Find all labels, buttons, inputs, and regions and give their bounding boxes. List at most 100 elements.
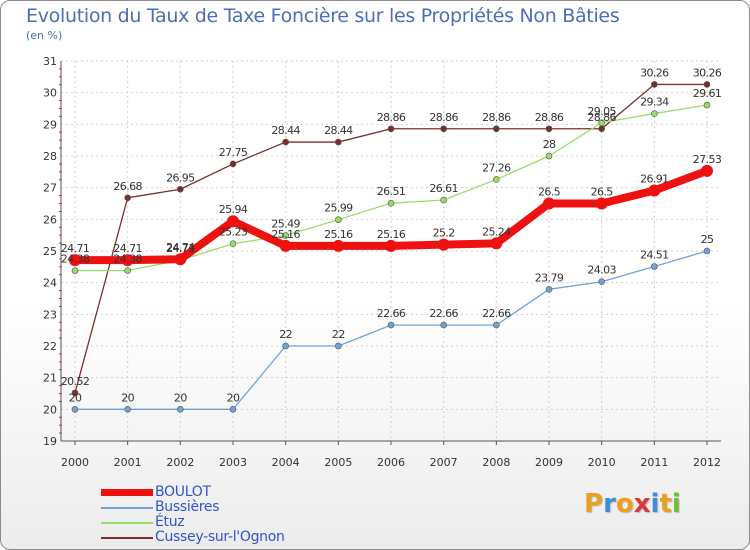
data-point-0 — [227, 215, 239, 228]
data-point-2 — [703, 101, 711, 109]
data-point-3 — [177, 185, 184, 193]
series-points — [69, 81, 713, 413]
data-label-2: 25.99 — [324, 202, 353, 215]
data-point-3 — [282, 138, 289, 146]
data-point-0 — [332, 239, 345, 252]
data-label-1: 22.66 — [429, 307, 458, 320]
data-point-2 — [545, 152, 553, 160]
data-label-3: 28.86 — [587, 111, 616, 124]
data-label-0: 26.5 — [591, 186, 614, 199]
data-point-1 — [282, 342, 289, 350]
data-point-3 — [124, 194, 131, 202]
data-point-1 — [387, 321, 395, 329]
legend-swatch-etuz — [101, 522, 153, 524]
y-tick-label: 28 — [43, 150, 57, 163]
data-label-1: 24.51 — [640, 249, 669, 262]
data-label-3: 28.86 — [535, 111, 564, 124]
y-tick-label: 27 — [43, 182, 57, 195]
y-tick-label: 19 — [43, 435, 57, 448]
x-tick-label: 2005 — [324, 456, 352, 469]
data-label-2: 25.49 — [271, 217, 300, 230]
data-label-0: 26.5 — [538, 186, 561, 199]
data-point-1 — [124, 406, 131, 413]
data-labels: 20.52 26.68 26.95 27.75 28.44 28.44 28.86 28.86… — [61, 66, 723, 404]
data-point-0 — [701, 164, 713, 177]
legend-label-boulot: BOULOT — [155, 484, 211, 500]
data-label-1: 22.66 — [482, 307, 511, 320]
data-point-1 — [703, 247, 711, 255]
legend-label-etuz: Étuz — [155, 514, 185, 530]
data-point-0 — [69, 254, 81, 267]
data-point-3 — [598, 125, 605, 133]
legend-swatch-cussey — [101, 537, 153, 539]
data-label-2: 29.34 — [640, 96, 669, 109]
data-label-2: 27.26 — [482, 161, 511, 174]
data-label-0: 27.53 — [693, 153, 722, 166]
data-point-3 — [545, 125, 553, 133]
y-tick-label: 29 — [43, 118, 57, 131]
data-label-3: 28.86 — [429, 111, 458, 124]
data-label-1: 23.79 — [535, 271, 564, 284]
data-point-0 — [121, 254, 134, 267]
legend-swatch-boulot — [101, 489, 153, 496]
data-point-1 — [335, 342, 342, 350]
data-point-2 — [651, 110, 658, 117]
data-label-2: 24.71 — [166, 242, 195, 255]
data-point-0 — [595, 197, 608, 210]
y-tick-label: 30 — [43, 87, 57, 100]
data-label-1: 24.03 — [587, 264, 616, 277]
data-label-0: 25.94 — [219, 203, 248, 216]
x-tick-label: 2011 — [640, 456, 668, 469]
data-point-0 — [543, 197, 555, 210]
data-point-3 — [335, 138, 342, 146]
data-label-3: 28.44 — [324, 124, 353, 137]
data-label-3: 20.52 — [61, 375, 90, 388]
data-label-3: 30.26 — [640, 66, 669, 79]
data-label-3: 28.86 — [482, 111, 511, 124]
data-label-3: 28.44 — [271, 124, 300, 137]
data-label-1: 20 — [174, 391, 187, 404]
data-label-2: 26.61 — [429, 182, 458, 195]
data-point-0 — [385, 239, 397, 252]
data-label-2: 25.23 — [219, 226, 248, 239]
data-point-3 — [493, 125, 500, 133]
data-point-2 — [124, 267, 131, 274]
data-point-0 — [279, 239, 292, 252]
x-tick-label: 2012 — [693, 456, 721, 469]
data-point-2 — [229, 240, 237, 248]
data-label-0: 25.16 — [377, 228, 406, 241]
y-tick-label: 25 — [43, 245, 57, 258]
data-point-1 — [493, 321, 500, 329]
data-label-1: 25 — [701, 233, 714, 246]
proxiti-logo: Proxiti — [584, 489, 681, 519]
data-label-2: 28 — [543, 138, 556, 151]
chart-title: Evolution du Taux de Taxe Foncière sur l… — [26, 5, 620, 27]
data-label-1: 22 — [279, 328, 292, 341]
data-point-3 — [71, 389, 79, 397]
x-tick-label: 2010 — [588, 456, 616, 469]
data-label-1: 20 — [227, 391, 240, 404]
data-point-3 — [440, 125, 447, 133]
data-label-3: 30.26 — [693, 66, 722, 79]
data-label-2: 24.38 — [113, 253, 142, 266]
data-label-1: 22 — [332, 328, 345, 341]
data-label-0: 25.24 — [482, 225, 511, 238]
data-label-3: 26.68 — [113, 180, 142, 193]
data-point-0 — [174, 253, 187, 266]
data-label-1: 22.66 — [377, 307, 406, 320]
data-point-3 — [387, 125, 395, 133]
data-point-3 — [229, 160, 237, 168]
y-tick-label: 26 — [43, 213, 57, 226]
data-point-1 — [598, 278, 605, 286]
data-point-2 — [71, 267, 79, 274]
x-tick-label: 2004 — [272, 456, 300, 469]
data-label-3: 28.86 — [377, 111, 406, 124]
data-point-3 — [703, 81, 711, 88]
x-tick-label: 2008 — [482, 456, 510, 469]
y-tick-label: 24 — [43, 277, 57, 290]
data-label-2: 24.38 — [61, 253, 90, 266]
data-label-2: 26.51 — [377, 185, 406, 198]
y-tick-label: 21 — [43, 372, 57, 385]
